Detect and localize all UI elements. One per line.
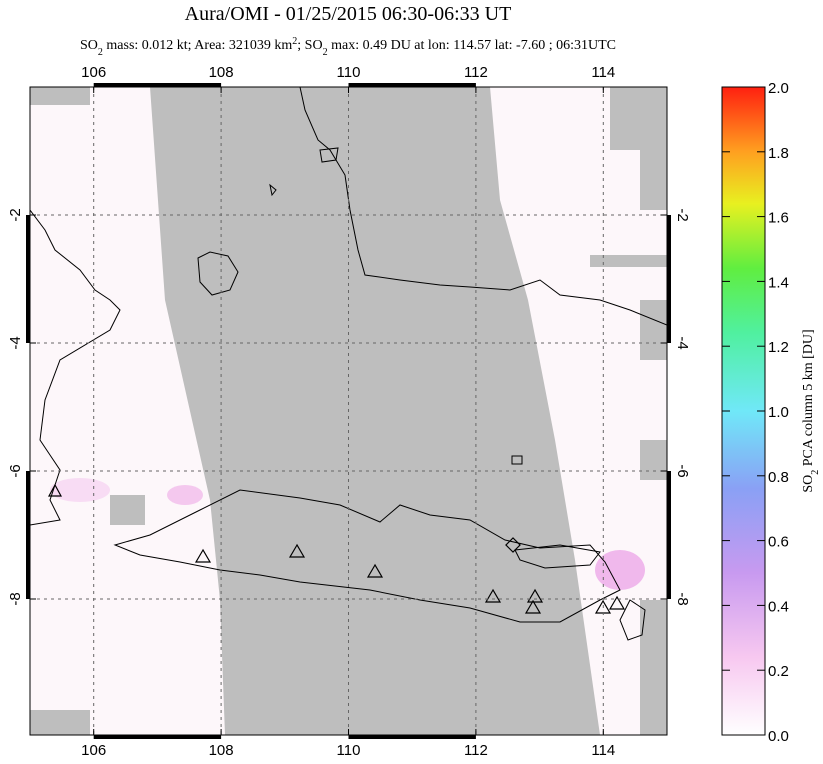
colorbar-tick-label: 0.8: [768, 469, 789, 486]
y-tick-label: -6: [7, 464, 24, 477]
text-part: mass: 0.012 kt; Area: 321039 km: [103, 38, 292, 53]
colorbar-tick-label: 1.6: [768, 210, 789, 227]
borneo-coast: [299, 87, 667, 326]
no-data-region: [110, 495, 145, 525]
subscript: 2: [810, 470, 821, 475]
colorbar-tick-label: 1.2: [768, 339, 789, 356]
text-part: SO: [801, 475, 816, 493]
y-tick-label: -8: [674, 592, 691, 605]
axis-band: [348, 83, 476, 87]
map-frame: [29, 86, 668, 736]
x-tick-label: 110: [337, 64, 361, 81]
axis-band: [93, 735, 222, 739]
x-tick-label: 112: [464, 742, 488, 759]
no-data-region: [30, 710, 90, 735]
y-tick-label: -6: [674, 464, 691, 477]
so2-patch: [595, 550, 645, 590]
no-data-region: [590, 255, 667, 267]
x-tick-label: 112: [464, 64, 488, 81]
text-part: PCA column 5 km [DU]: [801, 329, 816, 469]
y-tick-label: -8: [7, 592, 24, 605]
chart-title: Aura/OMI - 01/25/2015 06:30-06:33 UT: [185, 3, 512, 25]
x-tick-label: 110: [337, 742, 361, 759]
x-tick-label: 114: [591, 64, 615, 81]
volcano: [524, 599, 542, 614]
subtitle: SO2 mass: 0.012 kt; Area: 321039 km2; SO…: [80, 36, 616, 58]
text-part: ; SO: [297, 38, 322, 53]
island-coast: [319, 147, 339, 163]
belitung-coast: [197, 251, 239, 296]
x-tick-label: 106: [81, 742, 106, 759]
bali-coast: [619, 599, 646, 641]
no-data-region: [640, 600, 667, 735]
no-data-region: [30, 87, 90, 105]
colorbar-tick-label: 1.0: [768, 404, 789, 421]
axis-band: [93, 83, 222, 87]
colorbar-tick-label: 0.2: [768, 663, 789, 680]
text-part: SO: [80, 38, 98, 53]
colorbar-tick-label: 1.4: [768, 274, 789, 291]
x-tick-label: 108: [209, 742, 234, 759]
island-coast: [269, 183, 277, 197]
colorbar-tick-label: 0.6: [768, 534, 789, 551]
no-data-region: [610, 87, 667, 210]
colorbar-label: SO2 PCA column 5 km [DU]: [801, 329, 821, 492]
axes: 106 106 108 108 110 110 112 112 114 114 -2 -2 -4 -4 -6…: [7, 64, 691, 759]
x-tick-label: 114: [591, 742, 615, 759]
colorbar-tick-label: 1.8: [768, 145, 789, 162]
subscript: 2: [323, 47, 328, 58]
volcano: [288, 543, 306, 558]
axis-band: [26, 471, 30, 599]
colorbar-tick-label: 0.4: [768, 598, 789, 615]
colorbar-tick-label: 0.0: [768, 728, 789, 745]
no-data-region: [640, 300, 667, 360]
volcano-marker: [505, 537, 521, 553]
volcano: [484, 588, 502, 603]
volcano: [366, 563, 384, 578]
volcano: [526, 588, 544, 603]
volcano: [194, 548, 212, 563]
subscript: 2: [292, 36, 297, 47]
axis-band: [667, 471, 671, 599]
island-coast: [511, 455, 523, 465]
no-data-region: [150, 87, 600, 735]
x-tick-label: 106: [81, 64, 106, 81]
volcano: [608, 595, 626, 610]
java-coast: [113, 489, 621, 623]
axis-band: [348, 735, 476, 739]
text-part: max: 0.49 DU at lon: 114.57 lat: -7.60 ;…: [328, 38, 616, 53]
madura-coast: [514, 544, 601, 569]
no-data-region: [640, 440, 667, 480]
axis-band: [26, 215, 30, 343]
so2-patch: [50, 478, 110, 502]
y-tick-label: -4: [674, 336, 691, 349]
y-tick-label: -2: [7, 208, 24, 221]
subscript: 2: [98, 47, 103, 58]
x-tick-label: 108: [209, 64, 234, 81]
y-tick-label: -4: [7, 336, 24, 349]
so2-patch: [167, 485, 203, 505]
y-tick-label: -2: [674, 208, 691, 221]
colorbar-tick-label: 2.0: [768, 80, 789, 97]
volcano: [47, 483, 63, 497]
axis-band: [667, 215, 671, 343]
